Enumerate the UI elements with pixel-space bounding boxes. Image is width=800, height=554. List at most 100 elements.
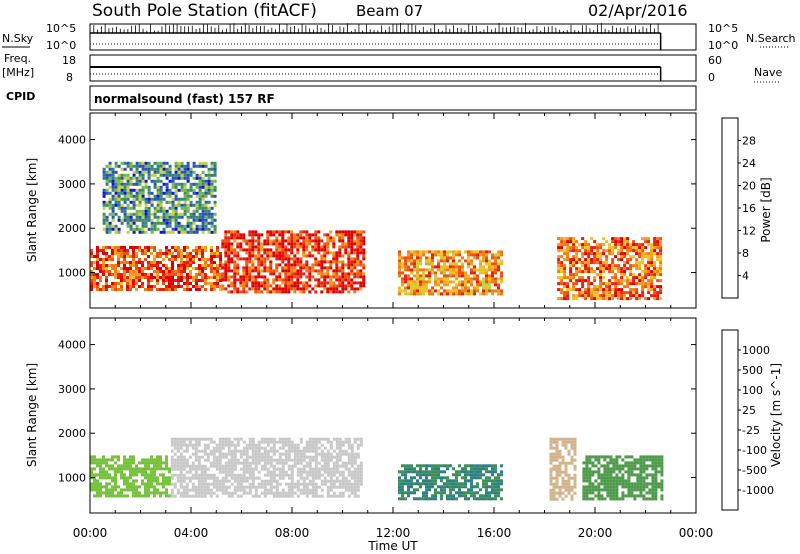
velocity-cell bbox=[630, 494, 634, 498]
velocity-cell bbox=[470, 491, 473, 495]
velocity-cell bbox=[144, 461, 147, 465]
velocity-cell bbox=[482, 464, 485, 468]
power-cell bbox=[461, 268, 464, 272]
power-cell bbox=[626, 285, 630, 289]
velocity-cell bbox=[497, 473, 500, 477]
power-cell bbox=[284, 239, 288, 243]
power-cell bbox=[204, 264, 207, 267]
power-cell bbox=[458, 283, 461, 287]
power-cell bbox=[123, 197, 127, 201]
velocity-cell bbox=[401, 470, 404, 474]
power-cell bbox=[281, 248, 285, 252]
power-cell bbox=[159, 249, 162, 252]
power-cell bbox=[449, 289, 452, 293]
velocity-cell bbox=[407, 470, 410, 474]
power-cell bbox=[138, 209, 142, 213]
power-cell bbox=[452, 289, 455, 293]
velocity-cell bbox=[317, 446, 321, 450]
power-cell bbox=[263, 266, 267, 270]
velocity-cell bbox=[326, 437, 330, 441]
power-cell bbox=[485, 277, 488, 281]
power-cell bbox=[626, 291, 630, 295]
power-cell bbox=[233, 260, 237, 264]
power-cell bbox=[207, 188, 211, 192]
velocity-cell bbox=[266, 452, 270, 456]
velocity-cell bbox=[458, 488, 461, 492]
power-cell bbox=[326, 239, 330, 243]
velocity-cell bbox=[93, 461, 96, 465]
velocity-cell bbox=[558, 449, 562, 453]
power-cell bbox=[165, 194, 169, 198]
velocity-cell bbox=[443, 482, 446, 486]
velocity-cell bbox=[278, 494, 282, 498]
power-cell bbox=[117, 173, 121, 177]
power-cell bbox=[275, 263, 279, 267]
power-cell bbox=[120, 249, 123, 252]
velocity-cell bbox=[197, 473, 201, 477]
power-cell bbox=[132, 230, 136, 234]
power-cell bbox=[299, 257, 303, 261]
power-cell bbox=[132, 227, 136, 231]
power-cell bbox=[293, 233, 297, 237]
power-cell bbox=[168, 279, 171, 282]
velocity-cell bbox=[191, 437, 195, 441]
power-cell bbox=[281, 281, 285, 285]
power-cell bbox=[239, 233, 243, 237]
power-cell bbox=[260, 233, 264, 237]
velocity-cell bbox=[353, 455, 357, 459]
power-cell bbox=[108, 270, 111, 273]
velocity-cell bbox=[326, 488, 330, 492]
power-cell bbox=[165, 221, 169, 225]
power-cell bbox=[578, 276, 582, 280]
power-cell bbox=[132, 170, 136, 174]
velocity-cell bbox=[317, 452, 321, 456]
velocity-cell bbox=[588, 458, 592, 462]
velocity-cell bbox=[266, 488, 270, 492]
power-cell bbox=[299, 236, 303, 240]
velocity-cell bbox=[311, 473, 315, 477]
velocity-cell bbox=[606, 494, 610, 498]
power-cell bbox=[641, 285, 645, 289]
power-cell bbox=[221, 278, 225, 282]
velocity-cell bbox=[215, 455, 219, 459]
power-cell bbox=[168, 270, 171, 273]
velocity-cell bbox=[144, 464, 147, 468]
power-cell bbox=[581, 246, 585, 250]
velocity-cell bbox=[567, 452, 571, 456]
power-cell bbox=[171, 227, 175, 231]
velocity-cell bbox=[194, 470, 198, 474]
power-cell bbox=[344, 275, 348, 279]
power-cell bbox=[144, 273, 147, 276]
power-cell bbox=[123, 209, 127, 213]
velocity-cell bbox=[500, 473, 503, 477]
power-cell bbox=[126, 255, 129, 258]
velocity-cell bbox=[485, 467, 488, 471]
velocity-cell bbox=[266, 473, 270, 477]
power-cell bbox=[111, 218, 115, 222]
power-cell bbox=[189, 288, 192, 291]
power-cell bbox=[171, 267, 174, 270]
power-cell bbox=[572, 264, 576, 268]
velocity-cell bbox=[221, 470, 225, 474]
velocity-cell bbox=[407, 467, 410, 471]
power-cell bbox=[233, 263, 237, 267]
power-cell bbox=[177, 249, 180, 252]
power-cell bbox=[230, 242, 234, 246]
power-cell bbox=[216, 252, 219, 255]
velocity-cell bbox=[645, 473, 649, 477]
power-cell bbox=[254, 275, 258, 279]
velocity-cell bbox=[242, 476, 246, 480]
power-cell bbox=[350, 257, 354, 261]
velocity-cell bbox=[401, 464, 404, 468]
power-cell bbox=[165, 224, 169, 228]
power-cell bbox=[572, 255, 576, 259]
velocity-cell bbox=[651, 461, 655, 465]
velocity-cell bbox=[293, 482, 297, 486]
power-cell bbox=[608, 297, 612, 301]
power-cell bbox=[311, 239, 315, 243]
power-cell bbox=[93, 255, 96, 258]
power-cell bbox=[296, 257, 300, 261]
power-cell bbox=[207, 264, 210, 267]
power-cell bbox=[467, 292, 470, 296]
velocity-cell bbox=[236, 485, 240, 489]
